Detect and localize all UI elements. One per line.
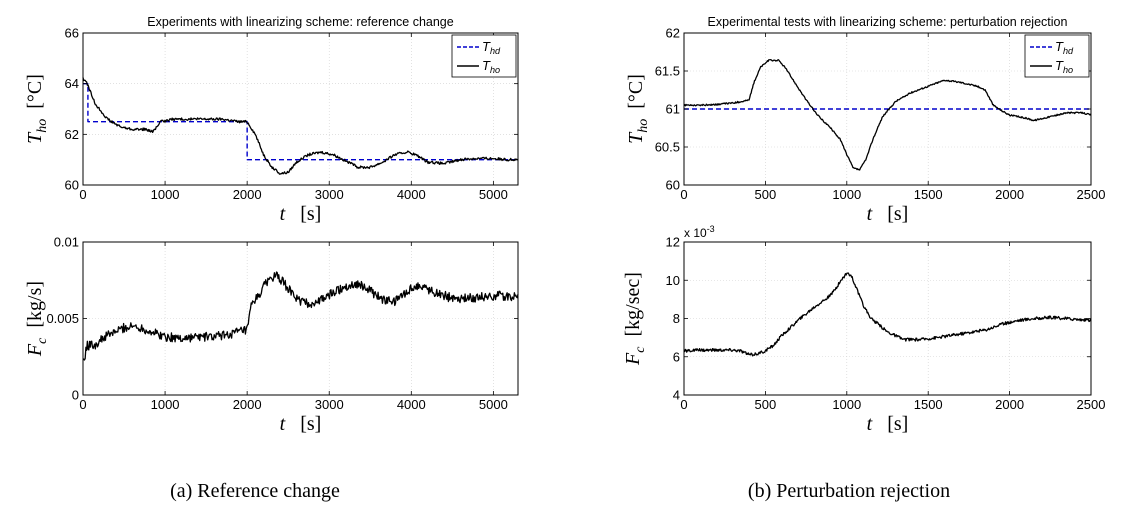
y-tick-label: 66 — [65, 26, 79, 41]
legend-label-t-hd: Thd — [482, 39, 501, 56]
series-line-flow — [683, 272, 1092, 357]
legend-label-t-ho: Tho — [482, 58, 500, 75]
y-tick-label: 0.01 — [54, 235, 79, 250]
y-tick-label: 60.5 — [655, 140, 680, 155]
x-tick-label: 500 — [755, 397, 777, 412]
y-tick-label: 61 — [666, 102, 680, 117]
x-tick-label: 2000 — [233, 187, 262, 202]
x-tick-label: 1000 — [832, 397, 861, 412]
y-tick-label: 0 — [72, 388, 79, 403]
x-tick-label: 1000 — [832, 187, 861, 202]
x-tick-label: 0 — [680, 397, 687, 412]
y-axis-label: Fc [kg/sec] — [622, 272, 648, 366]
x-tick-label: 2500 — [1077, 397, 1106, 412]
panel-b-top-chart: 0 500 1000 1500 2000 2500 60 60.5 61 61.5 62 Experi… — [625, 15, 1105, 225]
y-tick-label: 64 — [65, 76, 79, 91]
x-tick-label: 2000 — [995, 187, 1024, 202]
y-tick-label: 10 — [666, 273, 680, 288]
y-tick-label: 62 — [65, 127, 79, 142]
y-axis-label: Fc [kg/s] — [24, 281, 50, 357]
x-tick-label: 0 — [79, 397, 86, 412]
x-tick-label: 1000 — [151, 397, 180, 412]
legend: Thd Tho — [451, 34, 517, 78]
legend: Thd Tho — [1024, 34, 1090, 78]
x-tick-label: 2500 — [1077, 187, 1106, 202]
panel-a-top-chart: 0 1000 2000 3000 4000 5000 60 62 64 66 Experiments… — [24, 15, 519, 225]
x-tick-label: 2000 — [233, 397, 262, 412]
x-tick-label: 500 — [755, 187, 777, 202]
x-tick-label: 0 — [79, 187, 86, 202]
x-tick-label: 4000 — [397, 397, 426, 412]
legend-label-t-ho: Tho — [1055, 58, 1073, 75]
legend-box — [1024, 34, 1090, 78]
x-tick-label: 1000 — [151, 187, 180, 202]
chart-title: Experimental tests with linearizing sche… — [708, 15, 1068, 29]
x-axis-label: t [s] — [867, 413, 909, 435]
y-tick-label: 62 — [666, 26, 680, 41]
y-tick-label: 60 — [65, 178, 79, 193]
axes-frame — [82, 32, 519, 186]
y-tick-label: 8 — [673, 311, 680, 326]
series-line-t-ho — [82, 77, 519, 175]
x-tick-label: 0 — [680, 187, 687, 202]
x-tick-label: 2000 — [995, 397, 1024, 412]
y-tick-label: 0.005 — [46, 311, 79, 326]
panel-b-bottom-chart: 0 500 1000 1500 2000 2500 4 6 8 10 12 x 10-3 t [s] Fc… — [622, 224, 1105, 435]
x-tick-label: 3000 — [315, 187, 344, 202]
caption-a: (a) Reference change — [170, 480, 340, 502]
y-axis-label: Tho [°C] — [24, 74, 50, 144]
x-tick-label: 5000 — [479, 187, 508, 202]
x-tick-label: 3000 — [315, 397, 344, 412]
x-axis-label: t [s] — [280, 203, 322, 225]
series-line-flow — [82, 271, 519, 361]
panel-a-bottom-chart: 0 1000 2000 3000 4000 5000 0 0.005 0.01 t [s] Fc [… — [24, 235, 519, 435]
y-tick-label: 60 — [666, 178, 680, 193]
y-tick-label: 12 — [666, 235, 680, 250]
caption-b: (b) Perturbation rejection — [748, 480, 950, 502]
chart-title: Experiments with linearizing scheme: ref… — [147, 15, 453, 29]
series-line-t-ho — [683, 58, 1092, 171]
y-tick-label: 4 — [673, 388, 680, 403]
y-axis-label: Tho [°C] — [625, 74, 651, 144]
x-axis-label: t [s] — [867, 203, 909, 225]
y-tick-label: 61.5 — [655, 64, 680, 79]
x-axis-label: t [s] — [280, 413, 322, 435]
x-tick-label: 1500 — [914, 187, 943, 202]
legend-box — [451, 34, 517, 78]
x-tick-label: 4000 — [397, 187, 426, 202]
y-tick-label: 6 — [673, 349, 680, 364]
x-tick-label: 5000 — [479, 397, 508, 412]
y-scale-label: x 10-3 — [684, 224, 715, 240]
x-tick-label: 1500 — [914, 397, 943, 412]
legend-label-t-hd: Thd — [1055, 39, 1074, 56]
